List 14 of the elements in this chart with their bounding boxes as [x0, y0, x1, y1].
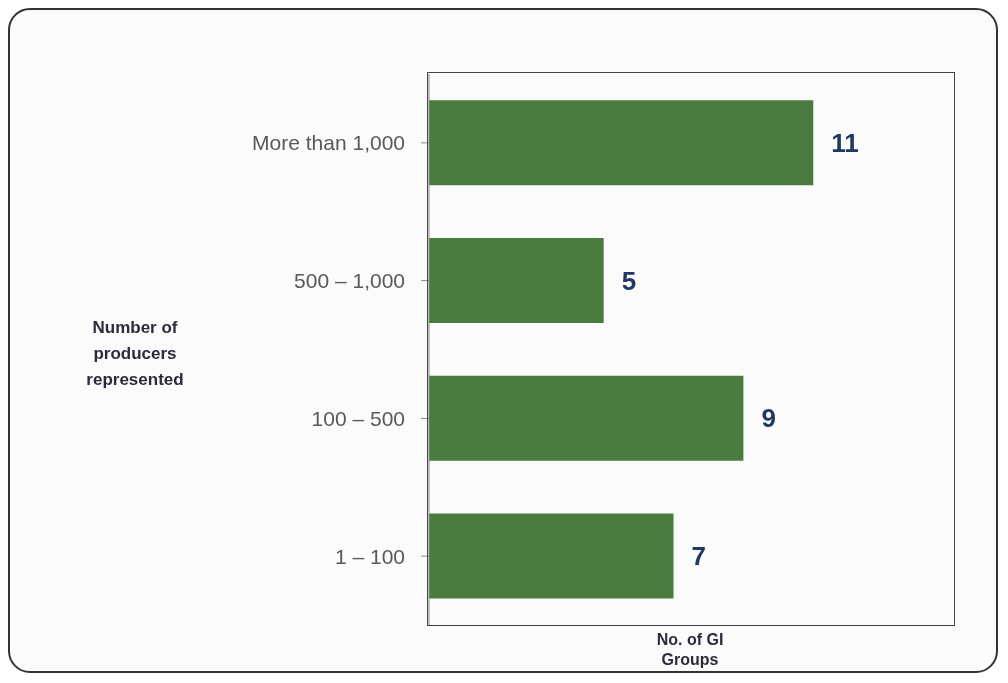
bar — [429, 100, 814, 186]
bar — [429, 237, 604, 323]
bar — [429, 513, 674, 599]
bar — [429, 375, 744, 461]
data-label: 11 — [831, 127, 859, 158]
x-axis-title: No. of GI Groups — [655, 630, 725, 670]
y-tick-label: 1 – 100 — [334, 544, 405, 568]
data-label: 7 — [691, 541, 706, 572]
y-tick-label: 100 – 500 — [311, 406, 405, 430]
y-tick-label: 500 – 1,000 — [294, 269, 405, 293]
data-label: 9 — [761, 403, 776, 434]
y-axis-title: Number of producers represented — [85, 317, 185, 391]
y-tick-label: More than 1,000 — [252, 131, 405, 155]
data-label: 5 — [621, 265, 637, 296]
